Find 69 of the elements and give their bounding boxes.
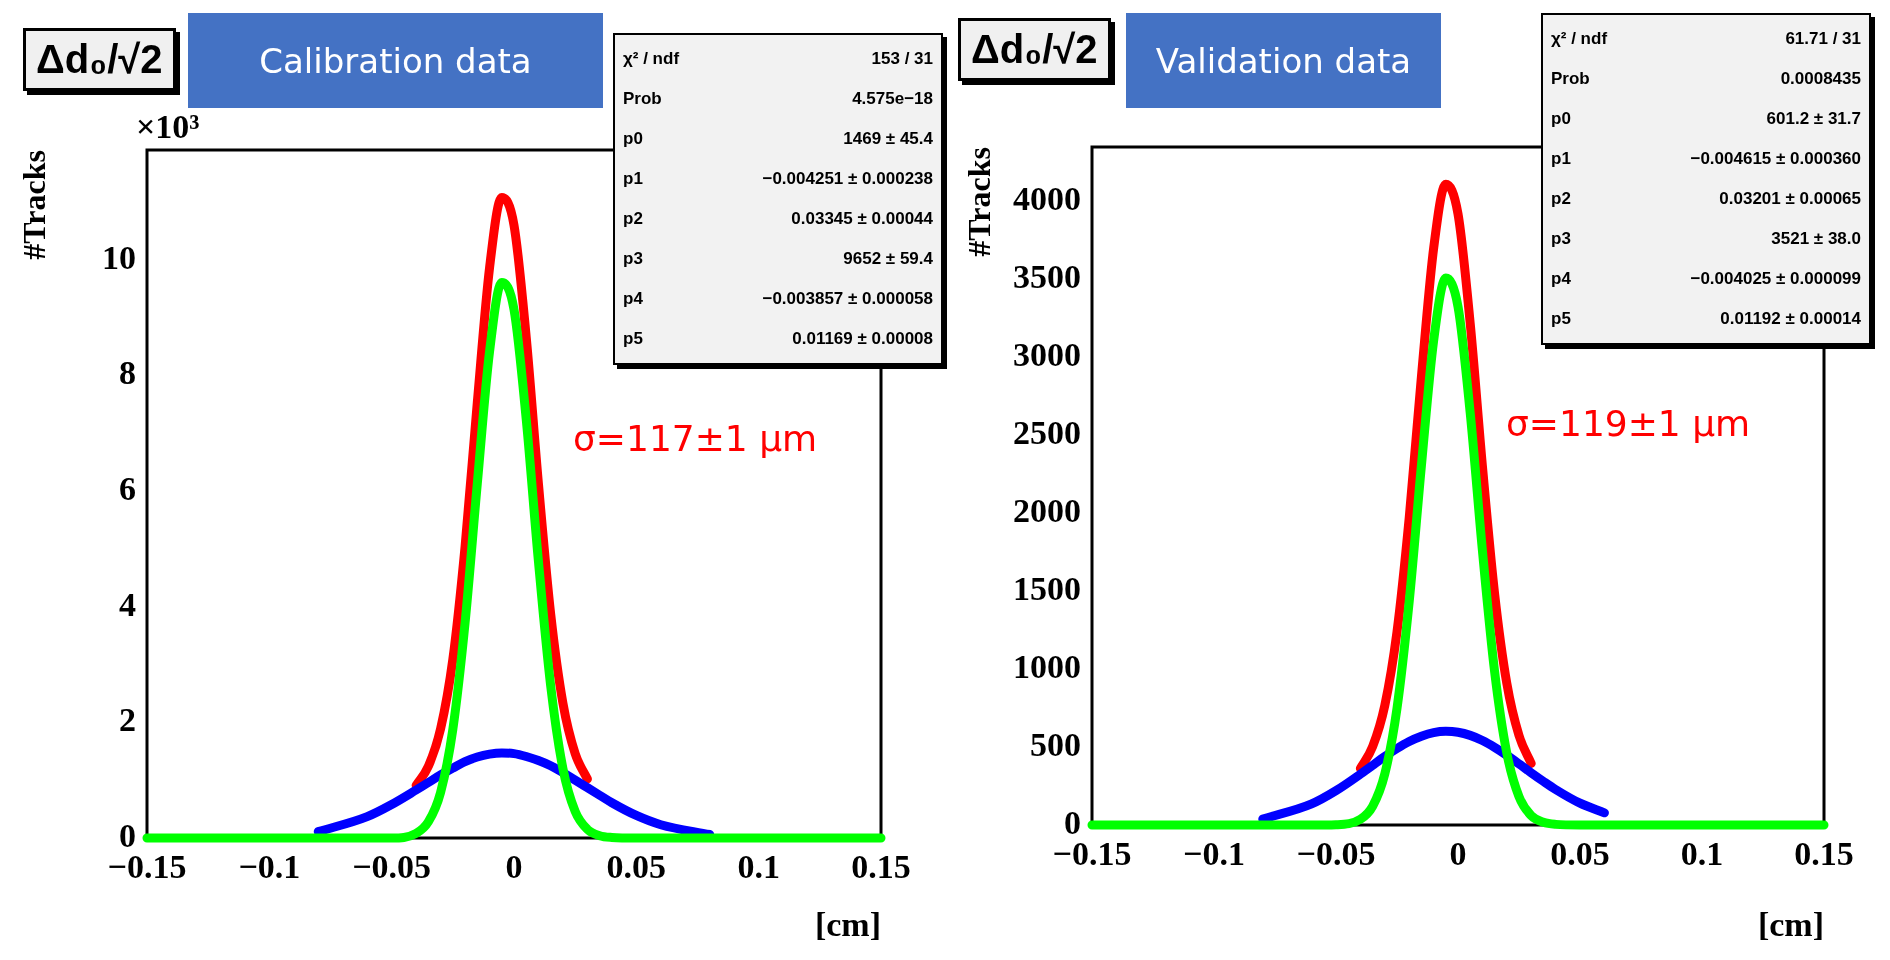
annotation: 3521 ± 38.0 [1771, 229, 1861, 249]
x-tick-label: −0.05 [352, 848, 432, 886]
annotation: p4 [623, 289, 643, 309]
text: Δd₀/√2 [958, 18, 1111, 81]
annotation: 0.03345 ± 0.00044 [791, 209, 933, 229]
text: 601.2 ± 31.7 [1766, 109, 1861, 129]
x-tick-label: −0.15 [107, 848, 187, 886]
x-tick-label: 0.1 [737, 848, 780, 886]
annotation: p5 [623, 329, 643, 349]
x-axis-title: [cm] [814, 906, 881, 944]
text: 153 / 31 [871, 49, 933, 69]
annotation: −0.004615 ± 0.000360 [1690, 149, 1861, 169]
text: ×10³ [136, 108, 200, 146]
y-axis-title: #Tracks [961, 147, 998, 257]
y-tick-label: 2000 [1013, 492, 1081, 530]
x-tick-label: −0.05 [1296, 835, 1376, 873]
annotation: p4 [1551, 269, 1571, 289]
y-tick-label: 500 [1030, 725, 1081, 763]
chart-title: Calibration data [188, 13, 603, 108]
x-tick-label: 0.05 [606, 848, 667, 886]
annotation: 9652 ± 59.4 [843, 249, 933, 269]
x-tick-label: 0.05 [1550, 835, 1610, 873]
text: 4.575e−18 [852, 89, 933, 109]
y-axis-title: #Tracks [16, 150, 53, 260]
annotation: σ=117±1 µm [573, 418, 818, 459]
text: χ² / ndf [623, 49, 680, 69]
x-tick-label: 0 [1449, 835, 1467, 873]
annotation: p2 [623, 209, 643, 229]
annotation: p1 [623, 169, 643, 189]
y-tick-label: 3000 [1013, 336, 1081, 374]
annotation: p1 [1551, 149, 1571, 169]
x-axis-title: [cm] [1757, 906, 1824, 944]
text: 61.71 / 31 [1785, 29, 1861, 49]
text: χ² / ndf [1551, 29, 1608, 49]
annotation: 0.03201 ± 0.00065 [1719, 189, 1861, 209]
annotation: p2 [1551, 189, 1571, 209]
y-tick-label: 6 [119, 469, 136, 507]
y-tick-label: 1000 [1013, 647, 1081, 685]
annotation: p5 [1551, 309, 1571, 329]
text: Δd₀/√2 [23, 28, 176, 91]
x-tick-label: −0.1 [1183, 835, 1245, 873]
x-tick-label: 0 [505, 848, 523, 886]
annotation: −0.003857 ± 0.000058 [762, 289, 933, 309]
annotation: p3 [623, 249, 643, 269]
text: 0.0008435 [1780, 69, 1861, 89]
text: p0 [623, 129, 643, 149]
y-tick-label: 4 [119, 585, 136, 623]
annotation: σ=119±1 µm [1506, 403, 1751, 444]
y-tick-label: 10 [102, 238, 136, 276]
annotation: p3 [1551, 229, 1571, 249]
text: 1469 ± 45.4 [843, 129, 933, 149]
y-tick-label: 2500 [1013, 414, 1081, 452]
text: Prob [623, 89, 662, 109]
annotation: −0.004025 ± 0.000099 [1690, 269, 1861, 289]
x-tick-label: 0.15 [851, 848, 911, 886]
x-tick-label: −0.1 [238, 848, 301, 886]
text: p0 [1551, 109, 1571, 129]
annotation: 0.01192 ± 0.00014 [1720, 309, 1861, 329]
annotation: −0.004251 ± 0.000238 [762, 169, 933, 189]
chart-title: Validation data [1126, 13, 1441, 108]
y-tick-label: 1500 [1013, 569, 1081, 607]
y-tick-label: 8 [119, 354, 136, 392]
annotation: 0.01169 ± 0.00008 [792, 329, 933, 349]
x-tick-label: 0.1 [1680, 835, 1724, 873]
y-tick-label: 4000 [1013, 180, 1081, 218]
text: Prob [1551, 69, 1590, 89]
y-tick-label: 3500 [1013, 258, 1081, 296]
y-tick-label: 2 [119, 701, 136, 739]
x-tick-label: 0.15 [1794, 835, 1854, 873]
